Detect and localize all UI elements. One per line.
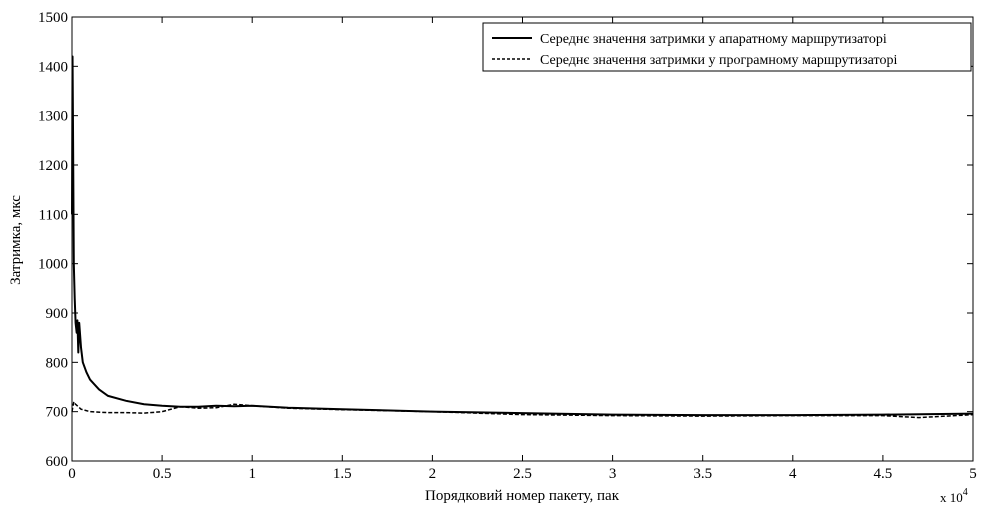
y-tick-label: 1100 (39, 207, 68, 223)
series-group (71, 55, 974, 419)
y-tick-label: 1500 (38, 10, 68, 26)
x-tick-label: 1 (248, 466, 256, 482)
y-tick-label: 1300 (38, 109, 68, 125)
legend: Середнє значення затримки у апаратному м… (482, 22, 972, 72)
tick-labels: 0 0.5 1 1.5 2 2.5 3 3.5 4 4.5 5 600 700 800 900 1000 110… (38, 10, 977, 482)
x-axis-multiplier: x 104 (940, 487, 968, 505)
series-line-software (71, 401, 974, 419)
y-tick-label: 1400 (38, 59, 68, 75)
y-tick-label: 1200 (38, 158, 68, 174)
y-tick-label: 700 (46, 405, 69, 421)
x-tick-label: 4.5 (874, 466, 893, 482)
x-tick-label: 1.5 (333, 466, 352, 482)
series-line-hardware (71, 55, 974, 417)
y-tick-label: 900 (46, 306, 69, 322)
x-tick-label: 0.5 (153, 466, 172, 482)
legend-label-hardware: Середнє значення затримки у апаратному м… (540, 32, 887, 47)
legend-label-software: Середнє значення затримки у програмному … (540, 53, 897, 68)
y-tick-label: 1000 (38, 257, 68, 273)
x-axis-multiplier-exponent: 4 (963, 487, 968, 498)
x-tick-label: 4 (789, 466, 797, 482)
y-tick-label: 800 (46, 355, 69, 371)
x-tick-label: 0 (68, 466, 76, 482)
y-tick-label: 600 (46, 454, 69, 470)
x-tick-label: 3 (609, 466, 617, 482)
x-tick-label: 2.5 (513, 466, 532, 482)
tick-marks (71, 16, 974, 462)
y-axis-title: Затримка, мкс (8, 195, 24, 285)
x-axis-multiplier-base: x 10 (940, 490, 963, 505)
plot-background (72, 17, 973, 461)
plot-area (72, 17, 973, 461)
legend-box (482, 22, 972, 72)
x-tick-label: 5 (969, 466, 977, 482)
x-axis-title: Порядковий номер пакету, пак (425, 488, 620, 504)
x-tick-label: 3.5 (693, 466, 712, 482)
x-tick-label: 2 (429, 466, 437, 482)
